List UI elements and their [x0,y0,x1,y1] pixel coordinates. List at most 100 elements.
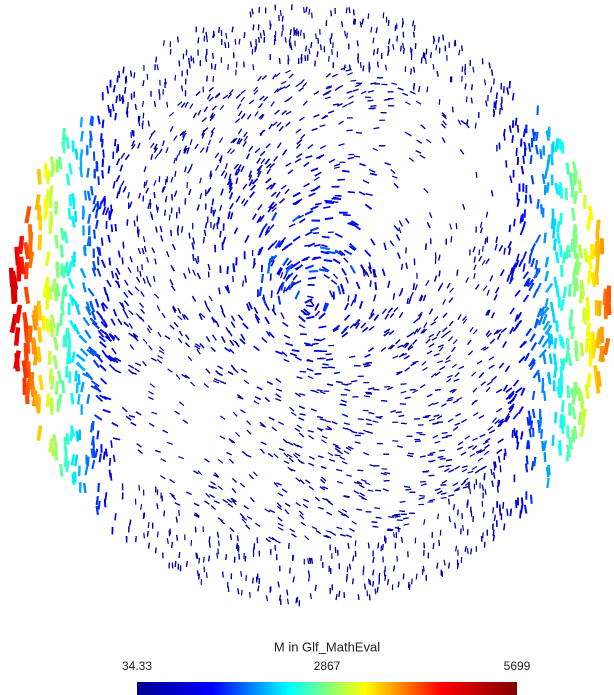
glyph [279,198,285,204]
glyph [514,117,518,126]
glyph [337,285,342,295]
glyph [490,190,494,197]
glyph [204,458,210,463]
glyph [441,137,446,143]
glyph [101,139,104,148]
glyph [230,364,236,371]
glyph [383,242,387,251]
glyph [546,182,550,193]
glyph [363,451,369,456]
glyph [305,479,311,484]
glyph [347,295,350,302]
glyph [174,74,177,81]
glyph [252,262,256,269]
glyph [269,509,275,514]
glyph [153,101,156,107]
glyph [436,70,439,77]
glyph [489,338,496,345]
glyph [296,596,299,603]
glyph [446,378,452,383]
glyph [110,224,114,233]
glyph [264,229,271,236]
glyph [320,250,329,255]
glyph [275,378,282,383]
glyph [134,286,140,292]
glyph [493,329,499,336]
glyph [284,188,290,195]
glyph [479,372,485,378]
glyph [398,290,403,297]
glyph [311,526,318,530]
glyph [294,356,302,361]
glyph [57,370,63,384]
glyph [420,124,426,130]
glyph [334,232,343,238]
glyph [199,192,203,200]
glyph [191,295,197,302]
glyph [363,583,367,590]
glyph [345,276,349,284]
glyph [439,529,442,536]
glyph [149,202,152,209]
glyph [273,453,279,459]
glyph [504,448,507,456]
glyph [452,426,459,431]
glyph [513,428,516,436]
glyph [384,574,387,581]
glyph [436,562,439,569]
glyph [337,510,344,515]
glyph [584,384,590,399]
glyph [566,385,570,398]
glyph [85,301,91,312]
glyph [557,443,562,456]
glyph [374,588,377,595]
glyph [192,269,196,276]
glyph [577,244,584,259]
glyph [348,7,351,14]
glyph [214,472,220,478]
glyph [507,241,513,249]
glyph [216,217,221,225]
glyph [265,143,271,149]
glyph [304,535,310,541]
glyph [364,249,372,258]
glyph [544,270,549,282]
glyph [210,481,216,486]
glyph [469,326,474,333]
glyph [151,214,154,220]
glyph [327,452,334,457]
glyph [331,421,338,425]
glyph [347,191,356,194]
glyph [172,307,176,313]
glyph [234,168,239,176]
glyph [322,115,329,120]
glyph [86,456,90,467]
glyph [91,420,95,431]
glyph [209,115,214,122]
glyph [240,89,246,95]
glyph [493,514,497,522]
glyph [128,414,136,418]
glyph [70,425,75,437]
glyph [295,477,301,482]
glyph [401,352,408,357]
glyph [258,103,263,109]
glyph [490,468,493,476]
glyph [88,346,97,354]
glyph [402,342,408,348]
glyph [116,191,120,199]
glyph [305,344,313,347]
glyph [325,534,332,539]
glyph [440,492,447,495]
glyph [115,175,121,182]
glyph [220,519,226,525]
glyph [180,226,184,233]
glyph [368,347,374,352]
glyph [198,557,201,564]
glyph [432,35,436,42]
glyph [457,119,462,126]
glyph [240,409,246,414]
glyph [95,496,99,506]
glyph [451,363,458,369]
glyph [509,307,515,315]
